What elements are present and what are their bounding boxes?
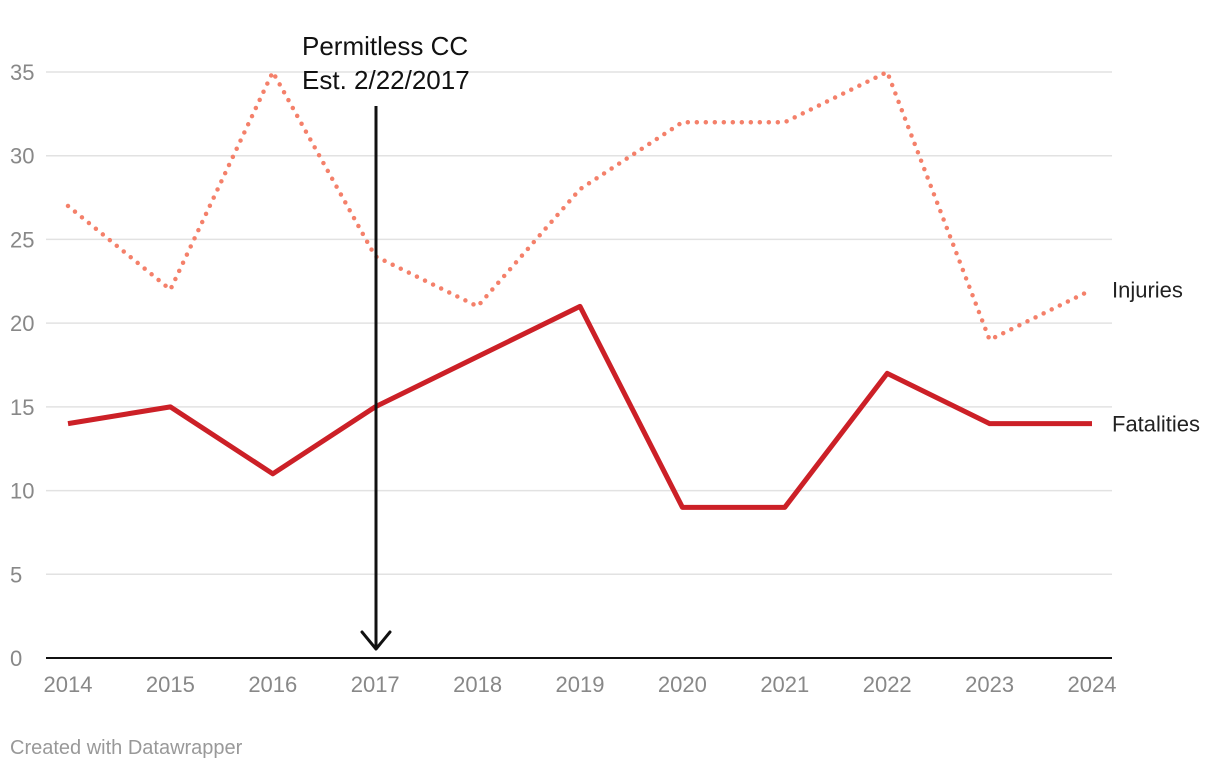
data-point-injuries [1090,288,1094,292]
y-tick-label: 0 [10,646,22,671]
data-point-injuries [578,187,582,191]
x-tick-label: 2019 [556,672,605,697]
y-tick-label: 35 [10,60,34,85]
x-tick-label: 2016 [248,672,297,697]
series-label-fatalities: Fatalities [1112,412,1200,437]
x-tick-label: 2024 [1068,672,1117,697]
data-point-injuries [885,70,889,74]
series-line-fatalities [67,303,1092,510]
series-lines [65,69,1095,510]
y-tick-label: 15 [10,395,34,420]
data-point-fatalities [680,505,684,509]
credit-text: Created with Datawrapper [10,737,243,759]
data-point-injuries [476,304,480,308]
data-point-injuries [271,70,275,74]
x-tick-label: 2020 [658,672,707,697]
x-tick-label: 2021 [760,672,809,697]
data-point-injuries [783,120,787,124]
data-point-fatalities [476,355,480,359]
data-point-fatalities [885,371,889,375]
annotation-line-1: Permitless CC [302,31,468,61]
y-tick-label: 25 [10,227,34,252]
data-point-injuries [988,338,992,342]
y-tick-label: 30 [10,144,34,169]
data-point-injuries [168,288,172,292]
data-point-fatalities [168,405,172,409]
x-tick-label: 2022 [863,672,912,697]
data-point-injuries [66,204,70,208]
grid-lines [46,71,1112,576]
annotation-arrowhead [360,630,392,651]
y-tick-label: 20 [10,311,34,336]
x-tick-label: 2015 [146,672,195,697]
series-label-injuries: Injuries [1112,278,1183,303]
data-point-fatalities [66,422,70,426]
data-point-fatalities [988,422,992,426]
y-tick-label: 5 [10,562,22,587]
y-axis-ticks: 0 5 10 15 20 25 30 35 [10,60,34,671]
data-point-fatalities [783,505,787,509]
x-tick-label: 2014 [44,672,93,697]
data-point-injuries [680,120,684,124]
x-tick-label: 2017 [351,672,400,697]
series-labels: Injuries Fatalities [1112,278,1200,437]
x-tick-label: 2018 [453,672,502,697]
y-tick-label: 10 [10,479,34,504]
annotation: Permitless CC Est. 2/22/2017 [302,31,470,651]
x-tick-label: 2023 [965,672,1014,697]
data-point-fatalities [1090,422,1094,426]
data-point-fatalities [578,304,582,308]
data-point-fatalities [271,472,275,476]
annotation-line-2: Est. 2/22/2017 [302,65,470,95]
series-line-injuries [65,69,1095,343]
x-axis-ticks: 2014 2015 2016 2017 2018 2019 2020 2021 2022 2023… [44,672,1117,697]
